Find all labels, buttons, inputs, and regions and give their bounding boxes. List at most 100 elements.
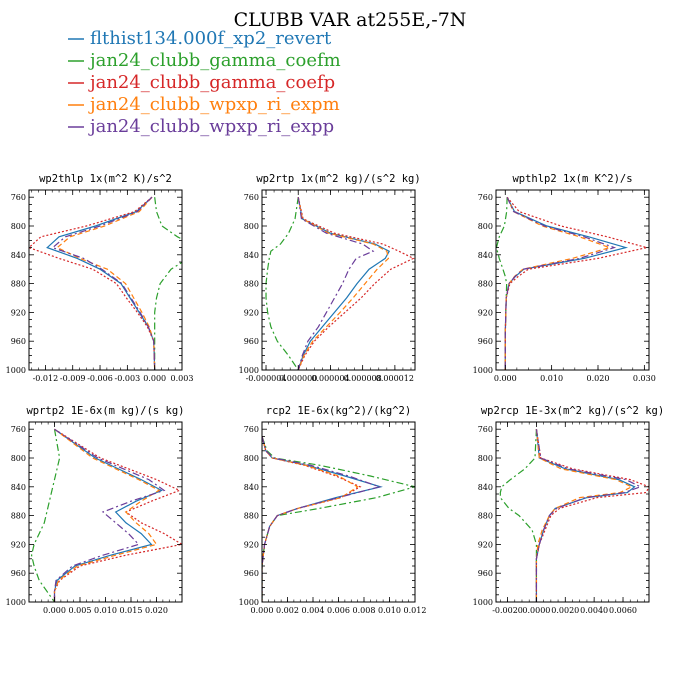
y-tick-label: 1000	[239, 366, 259, 375]
panel: wp2rcp 1E-3x(m^2 kg)/(s^2 kg) 760 800 840 88…	[473, 405, 665, 615]
panel-title: rcp2 1E-6x(kg^2)/(kg^2)	[266, 405, 411, 417]
plot-frame	[28, 189, 183, 371]
y-tick-label: 880	[244, 512, 259, 521]
legend-entry: flthist134.000f_xp2_revert	[90, 28, 332, 49]
series-line	[56, 196, 156, 370]
x-tick-label: 0.003	[171, 374, 194, 383]
x-tick-label: 0.006	[327, 606, 350, 615]
y-tick-label: 960	[478, 569, 493, 578]
x-tick-label: 0.0020	[551, 606, 579, 615]
y-tick-label: 960	[478, 337, 493, 346]
x-tick-label: 0.010	[378, 606, 401, 615]
series-line	[499, 429, 538, 602]
y-tick-label: 920	[478, 308, 493, 317]
y-tick-label: 920	[244, 540, 259, 549]
y-tick-label: 1000	[239, 598, 259, 607]
x-tick-label: 0.000008	[344, 374, 382, 383]
x-tick-label: 0.020	[587, 374, 610, 383]
series-line	[53, 428, 161, 602]
y-tick-label: 840	[244, 483, 259, 492]
x-tick-label: -0.006	[87, 374, 113, 383]
series-line	[297, 197, 415, 370]
panel-title: wp2thlp 1x(m^2 K)/s^2	[39, 173, 172, 185]
series-line	[262, 436, 383, 602]
y-tick-label: 880	[11, 280, 26, 289]
y-tick-label: 960	[11, 337, 26, 346]
x-tick-label: 0.015	[120, 606, 143, 615]
x-tick-label: 0.000	[143, 374, 166, 383]
series-line	[504, 196, 629, 370]
panel-title: wp2rtp 1x(m^2 kg)/(s^2 kg)	[256, 173, 420, 185]
legend-entry: jan24_clubb_gamma_coefp	[88, 72, 335, 93]
panel-title: wp2rcp 1E-3x(m^2 kg)/(s^2 kg)	[481, 405, 664, 417]
series-line	[262, 436, 362, 602]
y-tick-label: 960	[244, 569, 259, 578]
x-tick-label: 0.000	[43, 606, 66, 615]
y-tick-label: 1000	[473, 366, 493, 375]
y-tick-label: 840	[11, 251, 26, 260]
x-tick-label: 0.010	[94, 606, 117, 615]
y-tick-label: 880	[244, 280, 259, 289]
panel-title: wprtp2 1E-6x(m kg)/(s kg)	[26, 405, 184, 417]
plot-frame	[261, 421, 416, 603]
legend-entry: jan24_clubb_wpxp_ri_expm	[88, 94, 340, 115]
x-tick-label: 0.002	[276, 606, 299, 615]
series-line	[297, 197, 375, 370]
x-tick-label: 0.005	[69, 606, 92, 615]
x-tick-label: -0.012	[33, 374, 59, 383]
legend: flthist134.000f_xp2_revertjan24_clubb_ga…	[68, 28, 341, 137]
y-tick-label: 760	[244, 193, 259, 202]
panel: rcp2 1E-6x(kg^2)/(kg^2) 760 800 840 880 920 96…	[239, 405, 427, 615]
y-tick-label: 920	[11, 540, 26, 549]
series-line	[29, 196, 156, 370]
x-tick-label: 0.000	[494, 374, 517, 383]
y-tick-label: 760	[244, 425, 259, 434]
x-tick-label: 0.008	[353, 606, 376, 615]
x-tick-label: -0.000004	[246, 374, 287, 383]
x-tick-label: -0.0020	[492, 606, 523, 615]
panel-grid: wp2thlp 1x(m^2 K)/s^2 760 800 840 880 920 960 1…	[6, 173, 665, 615]
figure-title: CLUBB VAR at255E,-7N	[234, 9, 467, 31]
x-tick-label: 0.0060	[609, 606, 637, 615]
y-tick-label: 840	[478, 251, 493, 260]
y-tick-label: 1000	[6, 366, 26, 375]
x-tick-label: 0.0000	[522, 606, 550, 615]
y-tick-label: 760	[478, 193, 493, 202]
x-tick-label: 0.012	[404, 606, 427, 615]
y-tick-label: 800	[11, 222, 26, 231]
x-tick-label: 0.000012	[376, 374, 414, 383]
series-line	[504, 196, 647, 370]
y-tick-label: 920	[244, 308, 259, 317]
y-tick-label: 760	[478, 425, 493, 434]
plot-frame	[495, 189, 650, 371]
legend-entry: jan24_clubb_gamma_coefm	[88, 50, 341, 71]
y-tick-label: 1000	[6, 598, 26, 607]
y-tick-label: 880	[478, 512, 493, 521]
y-tick-label: 840	[478, 483, 493, 492]
series-line	[265, 197, 299, 370]
plot-frame	[495, 421, 650, 603]
x-tick-label: 0.020	[145, 606, 168, 615]
y-tick-label: 840	[11, 483, 26, 492]
series-line	[504, 196, 612, 370]
series-line	[262, 436, 359, 602]
legend-entry: jan24_clubb_wpxp_ri_expp	[88, 116, 334, 137]
series-line	[154, 197, 182, 370]
series-line	[46, 196, 156, 370]
x-tick-label: 0.000004	[311, 374, 349, 383]
series-line	[262, 436, 382, 602]
y-tick-label: 760	[11, 193, 26, 202]
series-line	[51, 196, 156, 370]
y-tick-label: 880	[478, 280, 493, 289]
y-tick-label: 800	[478, 222, 493, 231]
y-tick-label: 800	[478, 454, 493, 463]
y-tick-label: 800	[244, 222, 259, 231]
y-tick-label: 760	[11, 425, 26, 434]
x-tick-label: 0.004	[302, 606, 325, 615]
series-line	[297, 197, 391, 370]
y-tick-label: 920	[478, 540, 493, 549]
plot-frame	[261, 189, 416, 371]
series-line	[30, 429, 61, 602]
series-line	[504, 196, 617, 370]
series-line	[53, 428, 182, 602]
